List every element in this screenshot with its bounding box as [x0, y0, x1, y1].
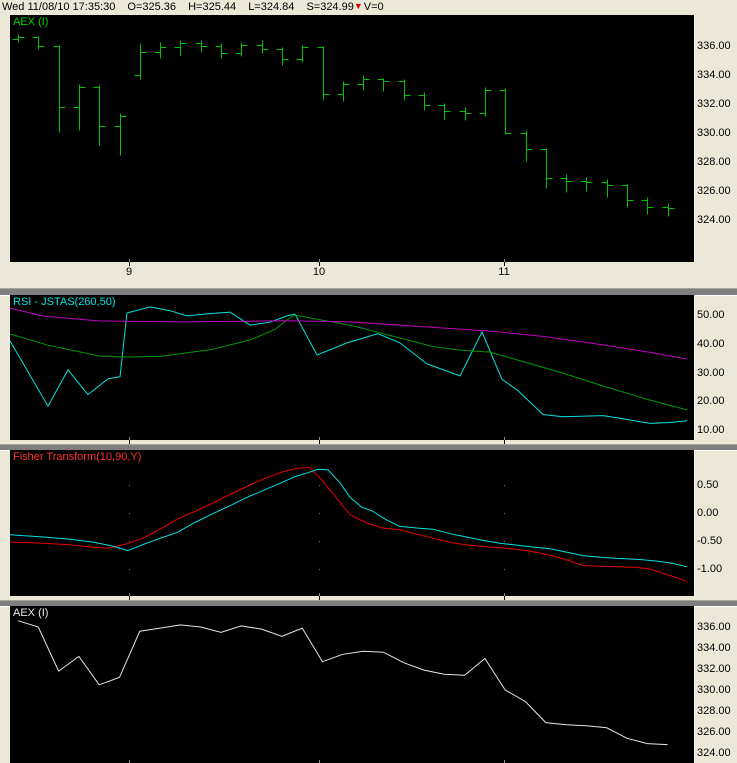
- chart-canvas[interactable]: [10, 450, 694, 596]
- y-axis-label: 40.00: [697, 338, 725, 350]
- y-axis-label: -1.00: [697, 563, 723, 575]
- y-axis-label: 324.00: [697, 747, 731, 759]
- y-axis-label: 20.00: [697, 395, 725, 407]
- session-tick: [129, 596, 130, 600]
- session-tick: [319, 262, 320, 266]
- session-tick: [504, 596, 505, 600]
- chart-canvas[interactable]: [10, 295, 694, 440]
- price-chart-panel[interactable]: [10, 15, 695, 262]
- quote-open: O=325.36: [127, 1, 177, 13]
- chart-canvas[interactable]: [10, 15, 694, 262]
- price-down-triangle-icon: ▼: [353, 1, 363, 11]
- rsi-panel-label: RSI - JSTAS(260,50): [13, 296, 116, 308]
- rsi-chart-panel[interactable]: [10, 295, 695, 440]
- session-tick: [319, 440, 320, 444]
- close-panel-label: AEX (I): [13, 607, 49, 619]
- quote-last: S=324.99: [306, 1, 354, 13]
- y-axis-label: 30.00: [697, 367, 725, 379]
- quote-bar: Wed 11/08/10 17:35:30 O=325.36 H=325.44 …: [2, 1, 384, 13]
- y-axis-label: 324.00: [697, 214, 731, 226]
- price-panel-label: AEX (I): [13, 16, 49, 28]
- x-axis-label: 10: [312, 266, 326, 278]
- y-axis-label: 336.00: [697, 40, 731, 52]
- y-axis-label: 334.00: [697, 69, 731, 81]
- y-axis-label: 0.00: [697, 507, 719, 519]
- x-axis-label: 9: [125, 266, 133, 278]
- chart-canvas[interactable]: [10, 606, 694, 763]
- y-axis-label: 326.00: [697, 726, 731, 738]
- y-axis-label: 332.00: [697, 663, 731, 675]
- session-tick: [129, 262, 130, 266]
- y-axis-label: 0.50: [697, 479, 719, 491]
- y-axis-label: 330.00: [697, 684, 731, 696]
- y-axis-label: 10.00: [697, 424, 725, 436]
- quote-datetime: Wed 11/08/10 17:35:30: [2, 1, 116, 13]
- session-tick: [504, 440, 505, 444]
- x-axis-label: 11: [498, 266, 510, 278]
- session-tick: [319, 596, 320, 600]
- session-tick: [129, 440, 130, 444]
- quote-high: H=325.44: [188, 1, 237, 13]
- y-axis-label: 50.00: [697, 309, 725, 321]
- quote-volume: V=0: [363, 1, 384, 13]
- fisher-panel-label: Fisher Transform(10,90,Y): [13, 451, 142, 463]
- y-axis-label: 332.00: [697, 98, 731, 110]
- y-axis-label: 330.00: [697, 127, 731, 139]
- session-tick: [504, 262, 505, 266]
- fisher-chart-panel[interactable]: [10, 450, 695, 596]
- y-axis-label: 334.00: [697, 642, 731, 654]
- y-axis-label: 326.00: [697, 185, 731, 197]
- y-axis-label: 328.00: [697, 705, 731, 717]
- quote-low: L=324.84: [248, 1, 295, 13]
- y-axis-label: -0.50: [697, 535, 723, 547]
- close-chart-panel[interactable]: [10, 606, 695, 763]
- y-axis-label: 336.00: [697, 621, 731, 633]
- y-axis-label: 328.00: [697, 156, 731, 168]
